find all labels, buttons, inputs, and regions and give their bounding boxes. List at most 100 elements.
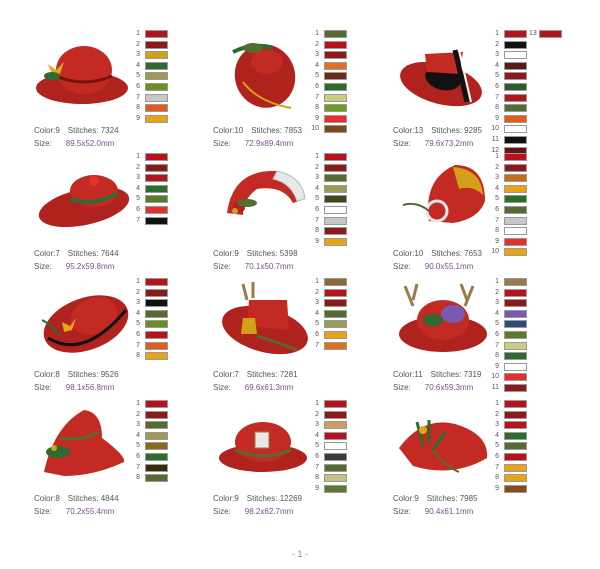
swatch-number: 9 <box>495 484 499 492</box>
swatch-number: 1 <box>495 30 499 37</box>
stitch-count: 4844 <box>100 494 119 503</box>
design-card: 1 2 3 4 5 6 7 8 Color:8 Stitches: 4844 Size: 70.2… <box>34 400 214 527</box>
design-stats: Color:8 Stitches: 9526 <box>34 370 119 379</box>
design-size: Size: 90.0x55.1mm <box>393 262 474 271</box>
color-swatch <box>145 278 168 286</box>
color-swatch <box>145 82 168 91</box>
color-swatch <box>324 125 347 134</box>
color-swatch <box>504 237 527 246</box>
design-size: Size: 95.2x59.8mm <box>34 262 115 271</box>
color-swatch <box>145 114 168 123</box>
color-swatch <box>145 216 168 225</box>
design-size: Size: 69.6x61.3mm <box>213 383 294 392</box>
color-swatch <box>504 484 527 493</box>
color-count: 7 <box>234 370 239 379</box>
swatch-number: 10 <box>311 125 319 133</box>
hat-thumbnail <box>227 170 306 215</box>
color-swatch <box>324 330 347 339</box>
color-swatch <box>145 174 168 183</box>
design-card: 1 2 3 4 5 6 7 8 9 Color:9 Stitches: 5398 Size: 70.… <box>213 153 393 280</box>
swatch-number: 6 <box>136 452 140 460</box>
size-value: 95.2x59.8mm <box>65 262 115 271</box>
color-swatch <box>504 205 527 214</box>
design-card: 1 2 3 4 5 6 7 Color:7 Stitches: 7281 Size: 69.6x… <box>213 278 393 405</box>
color-swatch <box>145 104 168 113</box>
color-swatch <box>324 61 347 70</box>
color-swatch <box>504 216 527 225</box>
design-card: 1 2 3 4 5 6 7 8 Color:8 Stitches: 9526 Size: 98.1… <box>34 278 214 405</box>
swatch-number: 4 <box>136 431 140 439</box>
color-swatch <box>324 216 347 225</box>
swatch-number: 4 <box>315 61 319 69</box>
swatch-number: 8 <box>315 104 319 112</box>
swatch-number: 1 <box>136 400 140 407</box>
color-count: 8 <box>55 494 60 503</box>
color-swatch <box>324 400 347 408</box>
color-swatch <box>504 330 527 339</box>
swatch-number: 6 <box>315 82 319 90</box>
swatch-number: 3 <box>495 51 499 59</box>
swatch-number: 1 <box>315 400 319 407</box>
hat-thumbnail <box>38 175 130 228</box>
swatch-number: 6 <box>495 205 499 213</box>
swatch-number: 1 <box>136 30 140 37</box>
design-size: Size: 70.1x50.7mm <box>213 262 294 271</box>
size-value: 90.0x55.1mm <box>424 262 474 271</box>
design-card: 1 2 3 4 5 6 7 8 9 10 11 12 13 Color:13 Stitches: 9285… <box>393 30 573 157</box>
swatch-number: 2 <box>495 410 499 418</box>
color-swatch <box>324 195 347 204</box>
swatch-number: 7 <box>136 463 140 471</box>
color-swatch <box>324 82 347 91</box>
swatch-number: 2 <box>495 40 499 48</box>
color-swatch <box>145 299 168 308</box>
color-swatch <box>324 474 347 483</box>
color-swatch <box>324 174 347 183</box>
color-swatch <box>145 288 168 297</box>
swatch-number: 8 <box>495 104 499 112</box>
color-swatch <box>324 227 347 236</box>
swatch-number: 6 <box>315 205 319 213</box>
color-swatch <box>504 442 527 451</box>
color-swatch <box>504 452 527 461</box>
hat-thumbnail <box>41 295 129 353</box>
color-swatch <box>504 288 527 297</box>
swatch-number: 6 <box>315 452 319 460</box>
stitch-count: 12269 <box>279 494 302 503</box>
color-swatch <box>145 205 168 214</box>
swatch-number: 6 <box>495 330 499 338</box>
color-swatch <box>504 299 527 308</box>
color-swatch <box>504 463 527 472</box>
stitch-count: 9526 <box>100 370 119 379</box>
design-stats: Color:9 Stitches: 7985 <box>393 494 478 503</box>
color-swatch <box>324 104 347 113</box>
size-value: 70.6x59.3mm <box>424 383 474 392</box>
color-swatch <box>145 352 168 361</box>
design-stats: Color:7 Stitches: 7281 <box>213 370 298 379</box>
swatch-number: 10 <box>491 373 499 381</box>
color-swatch <box>504 104 527 113</box>
color-count: 13 <box>414 126 424 135</box>
color-swatch <box>504 410 527 419</box>
swatch-number: 5 <box>495 72 499 80</box>
color-swatch <box>504 125 527 134</box>
hat-thumbnail <box>399 283 487 352</box>
color-swatch <box>504 362 527 371</box>
color-swatch <box>145 163 168 172</box>
color-swatch <box>145 93 168 102</box>
color-swatch <box>145 474 168 483</box>
color-swatch <box>145 309 168 318</box>
swatch-number: 9 <box>495 237 499 245</box>
design-card: 1 2 3 4 5 6 7 8 9 Color:9 Stitches: 7985 Size: 90.… <box>393 400 573 527</box>
color-swatch <box>145 61 168 70</box>
swatch-number: 2 <box>315 163 319 171</box>
swatch-number: 2 <box>136 288 140 296</box>
swatch-number: 5 <box>315 195 319 203</box>
swatch-number: 7 <box>136 341 140 349</box>
swatch-number: 4 <box>315 431 319 439</box>
size-value: 70.2x55.4mm <box>65 507 115 516</box>
color-swatch <box>145 463 168 472</box>
design-stats: Color:10 Stitches: 7853 <box>213 126 302 135</box>
color-swatch <box>324 237 347 246</box>
color-swatch <box>504 278 527 286</box>
swatch-number: 4 <box>495 61 499 69</box>
